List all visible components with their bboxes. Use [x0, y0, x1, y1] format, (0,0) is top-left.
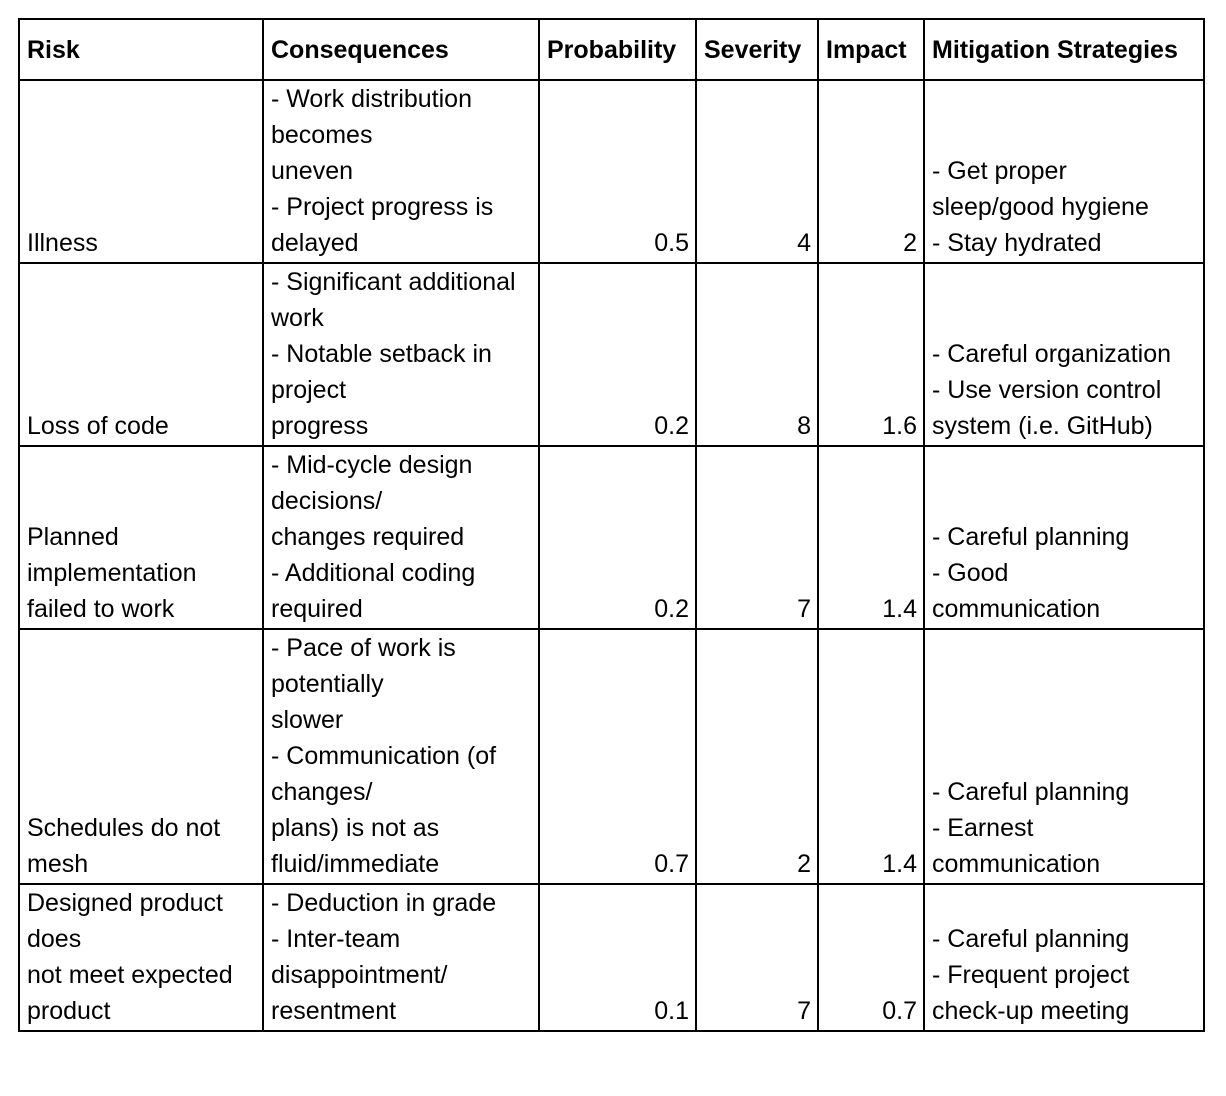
risk-cell: Designed product does not meet expected … — [18, 883, 264, 1032]
cell-line: sleep/good hygiene — [932, 193, 1149, 221]
cell-line: - Frequent project — [932, 961, 1130, 989]
mitigation-cell: - Careful organization - Use version con… — [923, 262, 1205, 447]
cell-line: required — [271, 595, 363, 623]
consequences-cell: - Significant additional work - Notable … — [262, 262, 540, 447]
probability-cell: 0.1 — [538, 883, 697, 1032]
cell-line: project — [271, 376, 347, 404]
header-impact: Impact — [817, 18, 925, 81]
cell-line: changes/ — [271, 778, 373, 806]
cell-line: - Notable setback in — [271, 340, 492, 368]
impact-cell: 0.7 — [817, 883, 925, 1032]
cell-line: - Use version control — [932, 376, 1162, 404]
cell-line: not meet expected — [27, 961, 233, 989]
header-severity: Severity — [695, 18, 819, 81]
cell-line: check-up meeting — [932, 997, 1130, 1025]
cell-line: - Earnest — [932, 814, 1034, 842]
cell-line: - Get proper — [932, 157, 1067, 185]
risk-cell: Schedules do not mesh — [18, 628, 264, 885]
consequences-cell: - Mid-cycle design decisions/ changes re… — [262, 445, 540, 630]
cell-line: - Significant additional — [271, 268, 516, 296]
cell-line: fluid/immediate — [271, 850, 440, 878]
cell-line: Illness — [27, 229, 98, 257]
cell-line: - Pace of work is — [271, 634, 456, 662]
cell-line: - Good — [932, 559, 1009, 587]
risk-table: Risk Consequences Probability Severity I… — [18, 18, 1205, 1032]
severity-cell: 7 — [695, 445, 819, 630]
cell-line: failed to work — [27, 595, 175, 623]
cell-line: communication — [932, 850, 1101, 878]
probability-cell: 0.2 — [538, 262, 697, 447]
mitigation-cell: - Get proper sleep/good hygiene - Stay h… — [923, 79, 1205, 264]
cell-line: Designed product — [27, 889, 223, 917]
cell-line: - Careful planning — [932, 778, 1130, 806]
severity-cell: 7 — [695, 883, 819, 1032]
cell-line: - Careful organization — [932, 340, 1172, 368]
header-probability: Probability — [538, 18, 697, 81]
cell-line: does — [27, 925, 82, 953]
risk-cell: Planned implementation failed to work — [18, 445, 264, 630]
cell-line: slower — [271, 706, 344, 734]
probability-cell: 0.5 — [538, 79, 697, 264]
cell-line: decisions/ — [271, 487, 383, 515]
cell-line: changes required — [271, 523, 465, 551]
impact-cell: 1.4 — [817, 628, 925, 885]
severity-cell: 8 — [695, 262, 819, 447]
mitigation-cell: - Careful planning - Good communication — [923, 445, 1205, 630]
cell-line: - Work distribution — [271, 85, 472, 113]
probability-cell: 0.7 — [538, 628, 697, 885]
table-row: Schedules do not mesh - Pace of work is … — [18, 628, 1205, 885]
cell-line: Loss of code — [27, 412, 169, 440]
impact-cell: 1.4 — [817, 445, 925, 630]
header-consequences: Consequences — [262, 18, 540, 81]
consequences-cell: - Pace of work is potentially slower - C… — [262, 628, 540, 885]
severity-cell: 4 — [695, 79, 819, 264]
consequences-cell: - Work distribution becomes uneven - Pro… — [262, 79, 540, 264]
probability-cell: 0.2 — [538, 445, 697, 630]
cell-line: implementation — [27, 559, 197, 587]
cell-line: plans) is not as — [271, 814, 440, 842]
severity-cell: 2 — [695, 628, 819, 885]
cell-line: - Stay hydrated — [932, 229, 1102, 257]
header-risk: Risk — [18, 18, 264, 81]
cell-line: system (i.e. GitHub) — [932, 412, 1153, 440]
cell-line: disappointment/ — [271, 961, 448, 989]
risk-cell: Illness — [18, 79, 264, 264]
table-row: Loss of code - Significant additional wo… — [18, 262, 1205, 447]
cell-line: - Project progress is — [271, 193, 494, 221]
impact-cell: 2 — [817, 79, 925, 264]
consequences-cell: - Deduction in grade - Inter-team disapp… — [262, 883, 540, 1032]
cell-line: work — [271, 304, 324, 332]
cell-line: - Additional coding — [271, 559, 476, 587]
mitigation-cell: - Careful planning - Frequent project ch… — [923, 883, 1205, 1032]
cell-line: potentially — [271, 670, 384, 698]
cell-line: mesh — [27, 850, 89, 878]
cell-line: - Deduction in grade — [271, 889, 497, 917]
cell-line: Planned — [27, 523, 119, 551]
cell-line: progress — [271, 412, 369, 440]
table-row: Illness - Work distribution becomes unev… — [18, 79, 1205, 264]
mitigation-cell: - Careful planning - Earnest communicati… — [923, 628, 1205, 885]
cell-line: becomes — [271, 121, 373, 149]
table-row: Designed product does not meet expected … — [18, 883, 1205, 1032]
cell-line: - Mid-cycle design — [271, 451, 473, 479]
cell-line: product — [27, 997, 111, 1025]
cell-line: communication — [932, 595, 1101, 623]
cell-line: - Inter-team — [271, 925, 401, 953]
impact-cell: 1.6 — [817, 262, 925, 447]
risk-cell: Loss of code — [18, 262, 264, 447]
cell-line: resentment — [271, 997, 397, 1025]
header-row: Risk Consequences Probability Severity I… — [18, 18, 1205, 81]
cell-line: delayed — [271, 229, 359, 257]
header-mitigation: Mitigation Strategies — [923, 18, 1205, 81]
table-row: Planned implementation failed to work - … — [18, 445, 1205, 630]
cell-line: - Communication (of — [271, 742, 497, 770]
cell-line: - Careful planning — [932, 925, 1130, 953]
cell-line: - Careful planning — [932, 523, 1130, 551]
cell-line: uneven — [271, 157, 354, 185]
cell-line: Schedules do not — [27, 814, 221, 842]
